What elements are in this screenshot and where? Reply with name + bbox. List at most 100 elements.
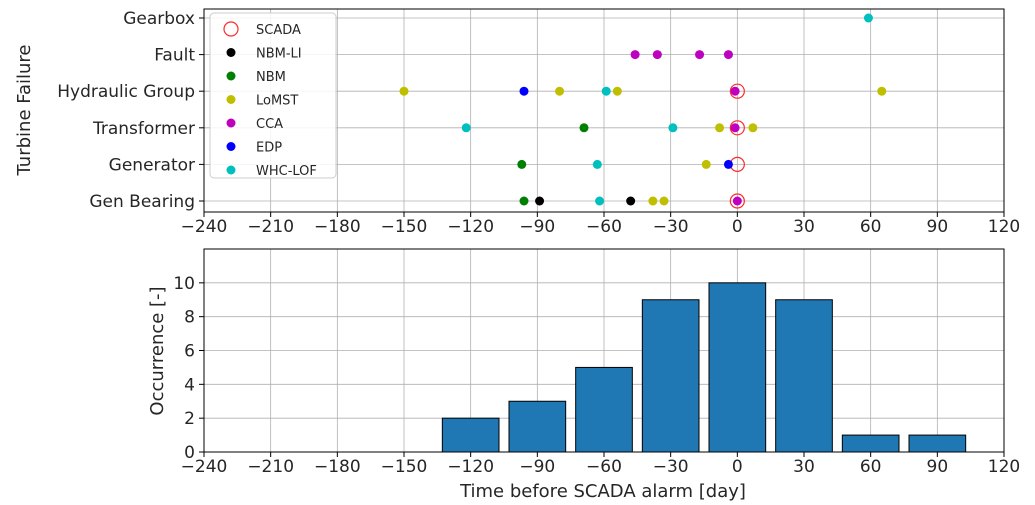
legend-label: LoMST — [256, 94, 298, 109]
scatter-y-tick-label: Gen Bearing — [89, 192, 195, 212]
bar-y-axis-label: Occurrence [-] — [147, 286, 168, 415]
point-nbm — [517, 159, 527, 169]
bar-x-tick-label: −240 — [181, 457, 228, 477]
point-lomst — [648, 196, 658, 206]
bar-x-tick-label: −180 — [314, 457, 361, 477]
scatter-x-tick-label: −30 — [653, 217, 689, 237]
scatter-x-tick-label: −90 — [519, 217, 555, 237]
point-cca — [723, 50, 733, 60]
scatter-y-axis-label: Turbine Failure — [14, 45, 35, 177]
bar — [641, 299, 700, 453]
scatter-x-tick-label: −180 — [314, 217, 361, 237]
point-lomst — [659, 196, 669, 206]
legend-label: SCADA — [256, 23, 301, 38]
bar-x-tick-label: −150 — [381, 457, 428, 477]
bar-y-tick-label: 4 — [184, 375, 195, 395]
bar-x-tick-label: −90 — [519, 457, 555, 477]
bar-y-tick-label: 10 — [173, 274, 195, 294]
scatter-x-tick-label: 30 — [793, 217, 815, 237]
bar-x-tick-label: −120 — [447, 457, 494, 477]
legend-marker — [226, 71, 236, 81]
bar-x-tick-label: −30 — [653, 457, 689, 477]
scatter-y-tick-label: Gearbox — [123, 9, 195, 29]
bar-x-tick-label: 60 — [860, 457, 882, 477]
bar — [508, 400, 567, 453]
scada-point — [729, 193, 745, 209]
legend-marker — [226, 95, 236, 104]
bar-x-tick-label: −60 — [586, 457, 622, 477]
point-cca — [630, 50, 640, 60]
bar-tick-labels: −240 −210 −180 −150 −120 −90 −60 −30 0 30 60 90 120 0… — [173, 274, 1020, 477]
scada-point — [729, 83, 745, 99]
point-lomst — [715, 123, 725, 133]
legend-label: CCA — [256, 117, 283, 132]
point-lomst — [877, 86, 887, 96]
legend-marker — [226, 118, 236, 128]
scatter-legend: SCADA NBM-LI NBM LoMST CCA EDP WHC-LOF — [209, 12, 337, 179]
bar-x-tick-label: 90 — [927, 457, 949, 477]
scatter-y-tick-label: Fault — [154, 46, 195, 66]
scatter-x-tick-label: 0 — [732, 217, 743, 237]
point-lomst — [701, 159, 711, 169]
scatter-x-tick-label: 60 — [860, 217, 882, 237]
point-whc-lof — [592, 159, 602, 169]
legend-marker — [226, 165, 236, 175]
scatter-y-tick-label: Generator — [109, 155, 195, 175]
legend-box — [209, 12, 337, 179]
bar — [441, 417, 500, 453]
point-cca — [732, 196, 742, 206]
bar-x-tick-label: 0 — [732, 457, 743, 477]
legend-marker — [226, 142, 236, 151]
bar-x-tick-label: 120 — [988, 457, 1020, 477]
legend-marker — [226, 48, 236, 57]
point-nbm — [579, 123, 589, 133]
scatter-x-tick-label: −210 — [247, 217, 294, 237]
bar-x-axis-label: Time before SCADA alarm [day] — [459, 481, 746, 501]
point-cca — [730, 86, 740, 96]
point-whc-lof — [595, 196, 605, 206]
point-edp — [519, 86, 529, 96]
point-cca — [730, 123, 740, 133]
bar-x-tick-label: −210 — [247, 457, 294, 477]
point-edp — [723, 159, 733, 169]
bar-y-tick-label: 2 — [184, 409, 195, 429]
point-lomst — [555, 86, 565, 96]
point-nbm-li — [626, 196, 636, 206]
scatter-x-tick-label: 90 — [927, 217, 949, 237]
scatter-x-tick-label: −120 — [447, 217, 494, 237]
legend-label: WHC-LOF — [256, 164, 317, 179]
bar-y-tick-label: 6 — [184, 342, 195, 362]
point-lomst — [748, 123, 758, 133]
point-lomst — [612, 86, 622, 96]
point-cca — [695, 50, 705, 60]
point-nbm — [519, 196, 529, 206]
scatter-y-tick-label: Transformer — [92, 119, 195, 139]
bar-y-tick-label: 0 — [184, 443, 195, 463]
scatter-x-tick-label: −60 — [586, 217, 622, 237]
bar — [708, 282, 767, 453]
scatter-x-tick-label: −240 — [181, 217, 228, 237]
legend-marker — [223, 21, 239, 37]
point-whc-lof — [601, 86, 611, 96]
scatter-x-tick-label: −150 — [381, 217, 428, 237]
scatter-marks — [399, 13, 887, 209]
legend-label: EDP — [256, 141, 282, 156]
scatter-x-tick-label: 120 — [988, 217, 1020, 237]
bar — [908, 434, 967, 453]
bar — [841, 434, 900, 453]
point-whc-lof — [461, 123, 471, 133]
bar — [575, 366, 633, 453]
bar-y-tick-label: 8 — [184, 308, 195, 328]
point-nbm-li — [535, 196, 545, 206]
bar — [775, 299, 833, 453]
scatter-y-tick-label: Hydraulic Group — [57, 82, 195, 102]
bar-x-tick-label: 30 — [793, 457, 815, 477]
legend-label: NBM-LI — [256, 47, 302, 62]
scatter-tick-labels: −240 −210 −180 −150 −120 −90 −60 −30 0 30 60 90 120 G… — [57, 9, 1020, 237]
point-lomst — [399, 86, 409, 96]
point-whc-lof — [863, 13, 873, 23]
point-cca — [652, 50, 662, 60]
bar-marks — [441, 282, 967, 453]
